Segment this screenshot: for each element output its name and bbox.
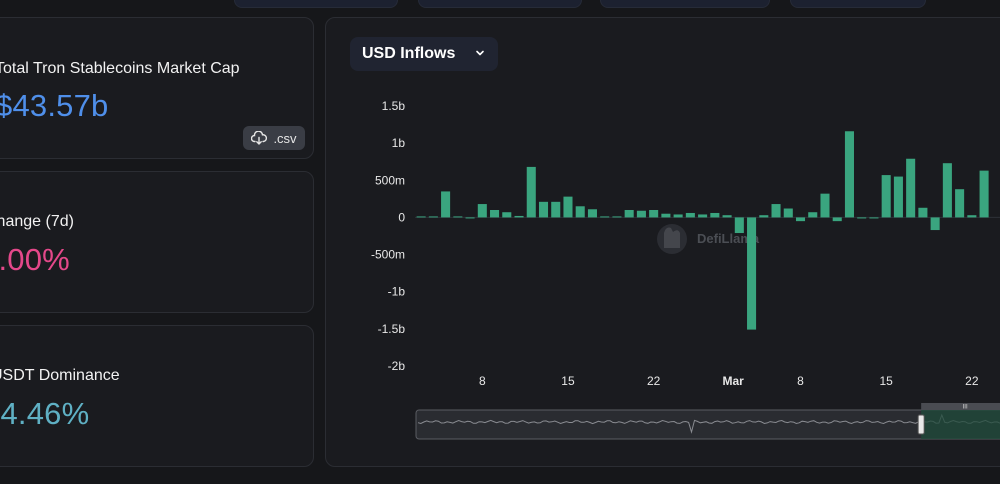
y-tick-label: -1.5b xyxy=(378,322,406,336)
inflow-bar[interactable] xyxy=(955,189,965,218)
inflow-bar[interactable] xyxy=(820,193,830,218)
usdt-dominance-value: 94.46% xyxy=(0,396,90,431)
inflow-bar[interactable] xyxy=(783,208,793,218)
y-tick-label: -1b xyxy=(388,285,406,299)
csv-label: .csv xyxy=(273,130,297,146)
inflow-bar[interactable] xyxy=(649,210,659,218)
inflow-bar[interactable] xyxy=(624,210,634,218)
brush-selection[interactable] xyxy=(921,410,1000,439)
inflow-bar[interactable] xyxy=(673,214,683,218)
x-tick-label: 8 xyxy=(479,374,486,388)
y-tick-label: 0 xyxy=(398,210,405,224)
usdt-dominance-card: USDT Dominance 94.46% xyxy=(0,325,314,467)
x-tick-label: 22 xyxy=(647,374,661,388)
brush-track[interactable] xyxy=(415,409,1000,440)
inflow-bar[interactable] xyxy=(906,158,916,218)
y-tick-label: 1.5b xyxy=(382,99,406,113)
inflow-bar[interactable] xyxy=(575,206,585,218)
metric-dropdown[interactable]: USD Inflows xyxy=(350,37,498,71)
inflow-bar[interactable] xyxy=(795,217,806,222)
inflow-bar[interactable] xyxy=(844,131,854,218)
defillama-watermark: DefiLlama xyxy=(657,224,760,254)
inflow-bar[interactable] xyxy=(600,216,610,218)
market-cap-value: $43.57b xyxy=(0,88,109,123)
inflow-bar[interactable] xyxy=(416,216,426,218)
y-tick-label: -2b xyxy=(388,359,406,373)
brush-selection-bar[interactable] xyxy=(921,403,1000,410)
inflow-bar[interactable] xyxy=(747,217,757,330)
inflow-bar[interactable] xyxy=(453,216,463,218)
inflow-bar[interactable] xyxy=(685,212,695,218)
y-tick-label: 1b xyxy=(392,136,406,150)
inflow-bar[interactable] xyxy=(734,217,744,234)
inflow-bar[interactable] xyxy=(771,204,781,218)
inflow-bar[interactable] xyxy=(698,214,708,218)
inflow-bar[interactable] xyxy=(514,215,524,218)
y-tick-label: -500m xyxy=(371,248,405,262)
inflow-bar[interactable] xyxy=(869,217,879,219)
inflow-bar[interactable] xyxy=(918,207,928,218)
inflow-bar[interactable] xyxy=(967,215,977,218)
inflow-bar[interactable] xyxy=(636,210,646,218)
inflow-bar[interactable] xyxy=(661,213,671,218)
download-csv-button[interactable]: .csv xyxy=(243,126,305,150)
market-cap-label: Total Tron Stablecoins Market Cap xyxy=(0,60,240,77)
inflow-bar[interactable] xyxy=(881,175,891,218)
time-range-brush[interactable]: III xyxy=(415,403,1000,440)
inflow-bar[interactable] xyxy=(441,191,451,218)
inflow-bar[interactable] xyxy=(526,166,536,218)
usdt-dominance-label: USDT Dominance xyxy=(0,367,120,384)
inflow-bar[interactable] xyxy=(428,216,438,218)
inflow-bar[interactable] xyxy=(563,196,573,218)
x-tick-label: Mar xyxy=(723,374,745,388)
change-7d-card: Change (7d) 5.00% xyxy=(0,171,314,313)
inflow-bar[interactable] xyxy=(759,215,769,218)
inflow-bar[interactable] xyxy=(808,212,818,218)
inflow-bar[interactable] xyxy=(930,217,940,231)
chevron-down-icon xyxy=(476,50,484,56)
inflow-bar[interactable] xyxy=(551,201,561,218)
brush-sparkline xyxy=(417,413,1000,434)
inflow-bar[interactable] xyxy=(477,204,487,218)
x-tick-label: 15 xyxy=(880,374,894,388)
inflow-bar[interactable] xyxy=(832,217,842,222)
cloud-download-icon xyxy=(251,131,268,145)
inflow-bar[interactable] xyxy=(612,216,622,218)
x-tick-label: 8 xyxy=(797,374,804,388)
inflow-bar[interactable] xyxy=(722,215,732,218)
change-7d-value: 5.00% xyxy=(0,242,70,277)
watermark-text: DefiLlama xyxy=(697,231,760,246)
x-axis: 8 15 22 Mar 8 15 22 xyxy=(479,374,979,388)
metric-dropdown-label: USD Inflows xyxy=(362,45,456,62)
y-axis: 1.5b 1b 500m 0 -500m -1b -1.5b -2b xyxy=(371,99,1000,373)
inflow-bar[interactable] xyxy=(857,217,867,219)
brush-grip-icon: III xyxy=(963,405,968,411)
inflow-bar[interactable] xyxy=(979,170,989,218)
change-7d-label: Change (7d) xyxy=(0,213,74,230)
inflow-bar[interactable] xyxy=(502,212,512,218)
y-tick-label: 500m xyxy=(375,173,405,187)
market-cap-card: Total Tron Stablecoins Market Cap $43.57… xyxy=(0,17,314,159)
inflow-bar[interactable] xyxy=(465,217,475,219)
x-tick-label: 15 xyxy=(561,374,575,388)
inflow-bar[interactable] xyxy=(942,163,952,218)
inflow-bar[interactable] xyxy=(490,210,500,218)
inflow-bar[interactable] xyxy=(538,201,549,218)
x-tick-label: 22 xyxy=(965,374,979,388)
inflow-bar[interactable] xyxy=(893,176,903,218)
inflow-bar[interactable] xyxy=(710,212,720,218)
brush-handle-left[interactable] xyxy=(917,414,925,435)
inflow-bar[interactable] xyxy=(587,209,597,218)
